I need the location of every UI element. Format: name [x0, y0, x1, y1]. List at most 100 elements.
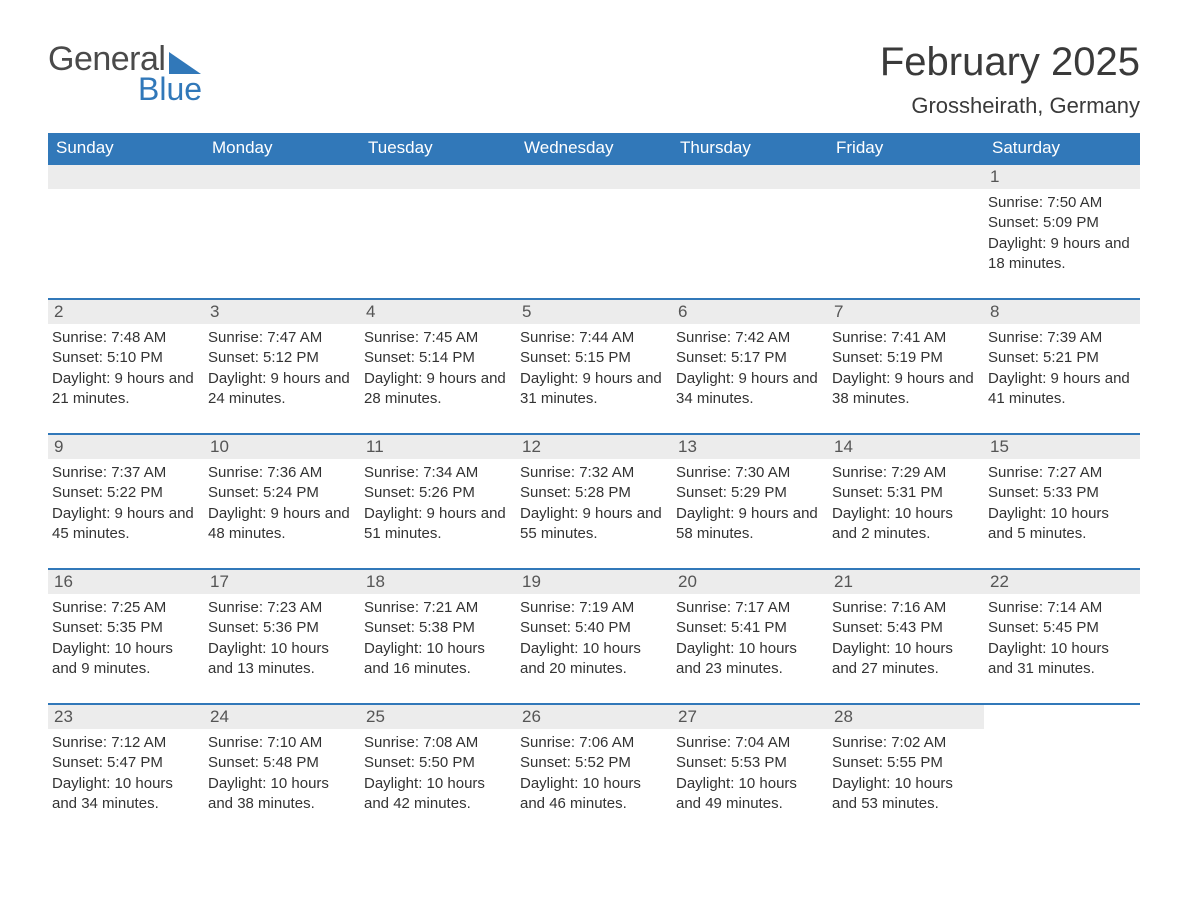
day-details: Sunrise: 7:41 AMSunset: 5:19 PMDaylight:…: [828, 324, 984, 433]
calendar-day-cell: 25Sunrise: 7:08 AMSunset: 5:50 PMDayligh…: [360, 704, 516, 838]
calendar-day-cell: 23Sunrise: 7:12 AMSunset: 5:47 PMDayligh…: [48, 704, 204, 838]
brand-logo: General Blue: [48, 40, 202, 108]
sunrise-line: Sunrise: 7:50 AM: [988, 194, 1102, 211]
sunset-line: Sunset: 5:45 PM: [988, 619, 1099, 636]
sunset-line: Sunset: 5:52 PM: [520, 754, 631, 771]
calendar-day-cell: [672, 164, 828, 299]
sunset-line: Sunset: 5:12 PM: [208, 349, 319, 366]
day-details: Sunrise: 7:44 AMSunset: 5:15 PMDaylight:…: [516, 324, 672, 433]
daylight-line: Daylight: 9 hours and 58 minutes.: [676, 505, 818, 542]
daylight-line: Daylight: 10 hours and 23 minutes.: [676, 640, 797, 677]
day-details: Sunrise: 7:17 AMSunset: 5:41 PMDaylight:…: [672, 594, 828, 703]
sunset-line: Sunset: 5:22 PM: [52, 484, 163, 501]
calendar-day-cell: 10Sunrise: 7:36 AMSunset: 5:24 PMDayligh…: [204, 434, 360, 569]
sunset-line: Sunset: 5:31 PM: [832, 484, 943, 501]
calendar-day-cell: 1Sunrise: 7:50 AMSunset: 5:09 PMDaylight…: [984, 164, 1140, 299]
day-number: 4: [360, 300, 516, 324]
day-details: Sunrise: 7:27 AMSunset: 5:33 PMDaylight:…: [984, 459, 1140, 568]
day-details: Sunrise: 7:23 AMSunset: 5:36 PMDaylight:…: [204, 594, 360, 703]
daylight-line: Daylight: 10 hours and 16 minutes.: [364, 640, 485, 677]
sunset-line: Sunset: 5:43 PM: [832, 619, 943, 636]
day-details: Sunrise: 7:36 AM Sunset: 5:24 PM Daylight:…: [204, 459, 360, 568]
sunset-line: Sunset: 5:24 PM: [208, 484, 319, 501]
day-details: Sunrise: 7:37 AMSunset: 5:22 PMDaylight:…: [48, 459, 204, 568]
calendar-day-cell: 7Sunrise: 7:41 AMSunset: 5:19 PMDaylight…: [828, 299, 984, 434]
sunset-line: Sunset: 5:33 PM: [988, 484, 1099, 501]
sunrise-line: Sunrise: 7:16 AM: [832, 599, 946, 616]
day-details: Sunrise: 7:39 AMSunset: 5:21 PMDaylight:…: [984, 324, 1140, 433]
sunrise-line: Sunrise: 7:48 AM: [52, 329, 166, 346]
sunset-line: Sunset: 5:28 PM: [520, 484, 631, 501]
daylight-line: Daylight: 10 hours and 38 minutes.: [208, 775, 329, 812]
sunrise-line: Sunrise: 7:30 AM: [676, 464, 790, 481]
sunrise-line: Sunrise: 7:47 AM: [208, 329, 322, 346]
calendar-day-cell: 6Sunrise: 7:42 AMSunset: 5:17 PMDaylight…: [672, 299, 828, 434]
calendar-day-cell: 14Sunrise: 7:29 AMSunset: 5:31 PMDayligh…: [828, 434, 984, 569]
day-number: 24: [204, 705, 360, 729]
day-details: Sunrise: 7:34 AMSunset: 5:26 PMDaylight:…: [360, 459, 516, 568]
calendar-day-cell: 11Sunrise: 7:34 AMSunset: 5:26 PMDayligh…: [360, 434, 516, 569]
sunset-line: Sunset: 5:29 PM: [676, 484, 787, 501]
sunrise-line: Sunrise: 7:04 AM: [676, 734, 790, 751]
daylight-line: Daylight: 10 hours and 13 minutes.: [208, 640, 329, 677]
calendar-day-cell: [48, 164, 204, 299]
sunset-line: Sunset: 5:53 PM: [676, 754, 787, 771]
sunrise-line: Sunrise: 7:32 AM: [520, 464, 634, 481]
sunrise-line: Sunrise: 7:21 AM: [364, 599, 478, 616]
sunset-line: Sunset: 5:21 PM: [988, 349, 1099, 366]
calendar-day-cell: 13Sunrise: 7:30 AMSunset: 5:29 PMDayligh…: [672, 434, 828, 569]
day-details-empty: [516, 189, 672, 279]
calendar-day-cell: 17Sunrise: 7:23 AMSunset: 5:36 PMDayligh…: [204, 569, 360, 704]
day-number: 17: [204, 570, 360, 594]
calendar-day-cell: 20Sunrise: 7:17 AMSunset: 5:41 PMDayligh…: [672, 569, 828, 704]
sunrise-line: Sunrise: 7:45 AM: [364, 329, 478, 346]
sunset-line: Sunset: 5:17 PM: [676, 349, 787, 366]
day-details: Sunrise: 7:42 AMSunset: 5:17 PMDaylight:…: [672, 324, 828, 433]
day-number: 3: [204, 300, 360, 324]
day-number: 14: [828, 435, 984, 459]
day-details-empty: [204, 189, 360, 279]
weekday-header-row: SundayMondayTuesdayWednesdayThursdayFrid…: [48, 133, 1140, 164]
daylight-line: Daylight: 10 hours and 9 minutes.: [52, 640, 173, 677]
sunset-line: Sunset: 5:19 PM: [832, 349, 943, 366]
sunrise-line: Sunrise: 7:19 AM: [520, 599, 634, 616]
day-number: 19: [516, 570, 672, 594]
daylight-line: Daylight: 9 hours and 48 minutes.: [208, 505, 350, 542]
daylight-line: Daylight: 10 hours and 5 minutes.: [988, 505, 1109, 542]
day-number: 27: [672, 705, 828, 729]
day-number: 12: [516, 435, 672, 459]
day-details: Sunrise: 7:02 AMSunset: 5:55 PMDaylight:…: [828, 729, 984, 838]
header: General Blue February 2025 Grossheirath,…: [48, 40, 1140, 119]
sunset-line: Sunset: 5:48 PM: [208, 754, 319, 771]
sunrise-line: Sunrise: 7:36 AM: [208, 464, 322, 481]
day-details: Sunrise: 7:47 AMSunset: 5:12 PMDaylight:…: [204, 324, 360, 433]
calendar-day-cell: 8Sunrise: 7:39 AMSunset: 5:21 PMDaylight…: [984, 299, 1140, 434]
sunrise-line: Sunrise: 7:17 AM: [676, 599, 790, 616]
calendar-day-cell: 28Sunrise: 7:02 AMSunset: 5:55 PMDayligh…: [828, 704, 984, 838]
weekday-header: Sunday: [48, 133, 204, 164]
sunrise-line: Sunrise: 7:34 AM: [364, 464, 478, 481]
daylight-line: Daylight: 10 hours and 46 minutes.: [520, 775, 641, 812]
sunset-line: Sunset: 5:40 PM: [520, 619, 631, 636]
daylight-line: Daylight: 10 hours and 31 minutes.: [988, 640, 1109, 677]
sunset-line: Sunset: 5:26 PM: [364, 484, 475, 501]
calendar-day-cell: 19Sunrise: 7:19 AMSunset: 5:40 PMDayligh…: [516, 569, 672, 704]
day-number: 18: [360, 570, 516, 594]
sunrise-line: Sunrise: 7:39 AM: [988, 329, 1102, 346]
daylight-line: Daylight: 10 hours and 53 minutes.: [832, 775, 953, 812]
day-details-empty: [984, 705, 1140, 795]
day-number: 5: [516, 300, 672, 324]
sunset-line: Sunset: 5:50 PM: [364, 754, 475, 771]
day-number: 15: [984, 435, 1140, 459]
day-number-empty: [516, 165, 672, 189]
daylight-line: Daylight: 9 hours and 28 minutes.: [364, 370, 506, 407]
sunrise-line: Sunrise: 7:23 AM: [208, 599, 322, 616]
daylight-line: Daylight: 10 hours and 27 minutes.: [832, 640, 953, 677]
calendar-day-cell: 9Sunrise: 7:37 AMSunset: 5:22 PMDaylight…: [48, 434, 204, 569]
sunrise-line: Sunrise: 7:12 AM: [52, 734, 166, 751]
calendar-day-cell: [516, 164, 672, 299]
sunrise-line: Sunrise: 7:37 AM: [52, 464, 166, 481]
day-number: 21: [828, 570, 984, 594]
calendar-day-cell: 18Sunrise: 7:21 AMSunset: 5:38 PMDayligh…: [360, 569, 516, 704]
day-details: Sunrise: 7:08 AMSunset: 5:50 PMDaylight:…: [360, 729, 516, 838]
